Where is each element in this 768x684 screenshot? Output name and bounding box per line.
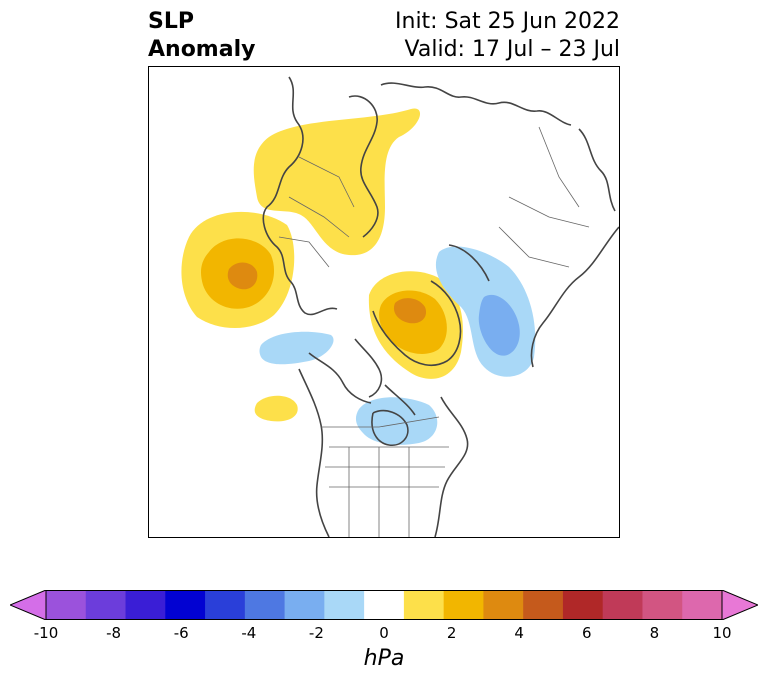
anomaly-atlantic-positive-peak [227, 262, 258, 290]
colorbar-tick-label: -4 [241, 624, 257, 642]
colorbar-segment [165, 590, 206, 620]
colorbar-segment [403, 590, 445, 620]
anomaly-greenland-positive-peak [393, 298, 427, 324]
colorbar-segment [483, 590, 524, 620]
anomaly-scandinavia-positive [253, 108, 421, 256]
forecast-dates: Init: Sat 25 Jun 2022 Valid: 17 Jul – 23… [395, 8, 620, 64]
title-line-2: Anomaly [148, 37, 256, 62]
colorbar-segment [205, 590, 246, 620]
colorbar-segment [602, 590, 643, 620]
map-title: SLP Anomaly [148, 8, 255, 64]
colorbar-segment [244, 590, 286, 620]
coastlines [262, 76, 619, 537]
colorbar-tick-label: 2 [446, 624, 457, 642]
map-canvas [181, 76, 619, 537]
colorbar-outline [45, 590, 723, 620]
colorbar-tick-label: 6 [582, 624, 592, 642]
colorbar-tick-label: 10 [712, 624, 732, 642]
colorbar-segment [364, 590, 405, 620]
colorbar-tick-label: -10 [33, 624, 59, 642]
colorbar-tick-label: -2 [308, 624, 324, 642]
anomaly-nepacific-negative [259, 331, 334, 365]
init-date: Init: Sat 25 Jun 2022 [395, 9, 620, 34]
colorbar-extend-high [721, 590, 758, 620]
colorbar-tick-label: 8 [649, 624, 660, 642]
colorbar-segment [642, 590, 683, 620]
colorbar-units: hPa [363, 646, 405, 671]
colorbar-tick-label: -6 [173, 624, 189, 642]
colorbar-segment [85, 590, 127, 620]
anomaly-bering-negative-core [478, 294, 520, 356]
valid-range: Valid: 17 Jul – 23 Jul [404, 37, 620, 62]
colorbar-segment [682, 590, 723, 620]
colorbar-tick-label: -8 [106, 624, 122, 642]
anomaly-hudson-negative [355, 397, 438, 445]
colorbar-extend-low [10, 590, 47, 620]
colorbar-segment [443, 590, 484, 620]
borders [278, 126, 590, 537]
colorbar-segment [324, 590, 365, 620]
colorbar-segment [125, 590, 166, 620]
anomaly-map [148, 66, 620, 538]
colorbar-segment [523, 590, 564, 620]
colorbar-segment [46, 590, 87, 620]
colorbar-segment [562, 590, 604, 620]
anomaly-pacific-positive [254, 395, 298, 422]
title-line-1: SLP [148, 9, 194, 34]
colorbar-segment [284, 590, 325, 620]
colorbar-tick-label: 4 [514, 624, 524, 642]
colorbar-tick-label: 0 [379, 624, 389, 642]
colorbar [10, 590, 758, 620]
